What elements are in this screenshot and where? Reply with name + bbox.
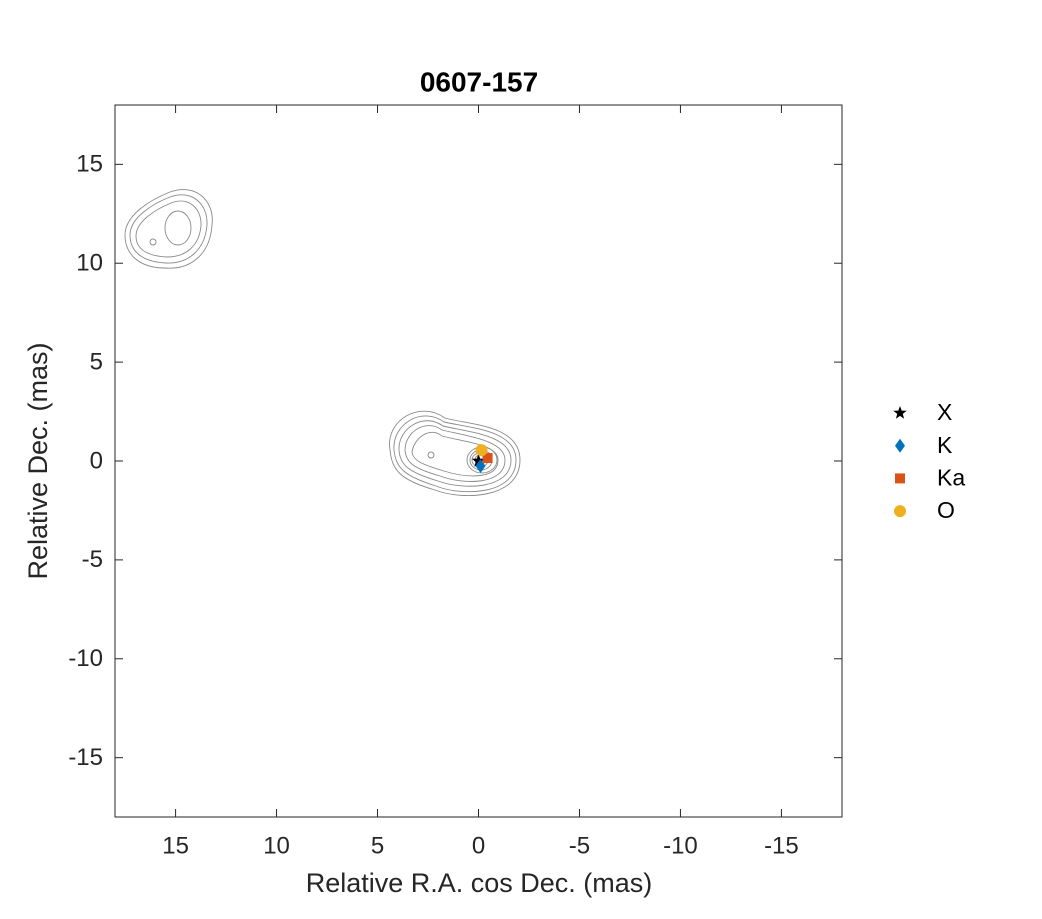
x-tick-label: -5 — [569, 832, 590, 859]
y-tick-label: 10 — [76, 250, 103, 277]
data-point — [482, 453, 493, 464]
legend-marker — [893, 406, 907, 419]
x-tick-label: 10 — [263, 832, 290, 859]
x-tick-label: 0 — [472, 832, 485, 859]
legend-marker — [895, 438, 905, 453]
legend-marker — [895, 473, 905, 484]
legend-label: Ka — [937, 464, 965, 490]
legend-label: X — [937, 399, 952, 425]
y-tick-label: 0 — [90, 447, 103, 474]
x-tick-label: -10 — [663, 832, 698, 859]
data-point — [471, 454, 486, 467]
legend-label: O — [937, 497, 955, 523]
y-tick-label: 5 — [90, 348, 103, 375]
data-point — [475, 444, 488, 457]
x-axis-label: Relative R.A. cos Dec. (mas) — [306, 868, 653, 898]
x-tick-label: 15 — [162, 832, 189, 859]
legend-label: K — [937, 432, 953, 458]
x-tick-label: -15 — [764, 832, 799, 859]
y-tick-label: -10 — [68, 645, 103, 672]
chart-title: 0607-157 — [420, 66, 538, 97]
y-tick-label: -5 — [82, 546, 103, 573]
y-tick-label: 15 — [76, 151, 103, 178]
legend-marker — [894, 505, 906, 518]
x-tick-label: 5 — [371, 832, 384, 859]
y-tick-label: -15 — [68, 744, 103, 771]
y-axis-label: Relative Dec. (mas) — [23, 342, 53, 579]
